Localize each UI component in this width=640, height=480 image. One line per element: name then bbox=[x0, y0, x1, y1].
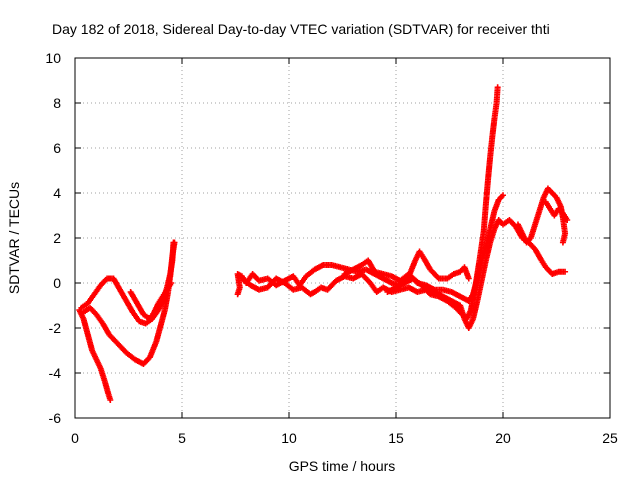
data-point bbox=[494, 86, 501, 92]
data-point bbox=[526, 236, 533, 243]
y-tick-label: 8 bbox=[53, 95, 61, 111]
data-point bbox=[465, 273, 472, 280]
y-tick-label: 10 bbox=[45, 50, 61, 66]
data-point bbox=[158, 295, 165, 302]
y-tick-label: 6 bbox=[53, 140, 61, 156]
data-point bbox=[560, 268, 567, 275]
data-point bbox=[387, 279, 394, 286]
data-point bbox=[419, 253, 426, 260]
chart-title: Day 182 of 2018, Sidereal Day-to-day VTE… bbox=[52, 21, 550, 37]
data-points bbox=[76, 84, 571, 403]
data-point bbox=[154, 301, 161, 308]
x-tick-label: 25 bbox=[602, 430, 618, 446]
data-point bbox=[157, 324, 164, 331]
data-point bbox=[469, 317, 476, 324]
data-point bbox=[357, 262, 364, 269]
y-tick-label: 0 bbox=[53, 275, 61, 291]
data-point bbox=[310, 289, 317, 296]
data-point bbox=[467, 308, 474, 315]
y-tick-label: -4 bbox=[49, 365, 62, 381]
x-tick-label: 20 bbox=[495, 430, 511, 446]
data-point bbox=[434, 293, 441, 300]
data-point bbox=[495, 198, 502, 205]
grid bbox=[75, 58, 610, 418]
data-point bbox=[547, 188, 554, 195]
data-point bbox=[537, 256, 544, 263]
data-point bbox=[387, 272, 394, 279]
data-point bbox=[84, 330, 91, 337]
data-point bbox=[150, 310, 157, 317]
y-axis-label: SDTVAR / TECUs bbox=[6, 182, 22, 294]
data-point bbox=[152, 340, 159, 347]
data-point bbox=[162, 288, 169, 295]
data-point bbox=[449, 272, 456, 279]
data-point bbox=[535, 209, 542, 216]
data-point bbox=[106, 395, 113, 402]
data-point bbox=[541, 262, 548, 269]
data-point bbox=[498, 193, 505, 200]
data-point bbox=[171, 241, 178, 248]
data-point bbox=[104, 388, 111, 395]
data-point bbox=[378, 270, 385, 277]
x-tick-label: 15 bbox=[388, 430, 404, 446]
data-point bbox=[167, 281, 174, 288]
x-tick-label: 5 bbox=[178, 430, 186, 446]
x-tick-label: 10 bbox=[281, 430, 297, 446]
data-point bbox=[335, 263, 342, 270]
data-point bbox=[442, 275, 449, 282]
data-point bbox=[557, 202, 564, 208]
data-point bbox=[96, 364, 103, 370]
data-point bbox=[411, 259, 418, 266]
data-point bbox=[546, 204, 553, 211]
y-tick-label: 4 bbox=[53, 185, 61, 201]
data-point bbox=[531, 223, 538, 230]
data-point bbox=[455, 269, 462, 276]
y-tick-label: -2 bbox=[49, 320, 62, 336]
data-point bbox=[446, 288, 453, 295]
y-tick-label: 2 bbox=[53, 230, 61, 246]
data-point bbox=[491, 209, 498, 216]
data-point bbox=[560, 237, 567, 244]
x-tick-label: 0 bbox=[71, 430, 79, 446]
data-point bbox=[101, 377, 108, 384]
y-tick-label: -6 bbox=[49, 410, 62, 426]
data-point bbox=[563, 215, 570, 222]
data-point bbox=[88, 345, 95, 352]
data-point bbox=[558, 208, 565, 215]
x-axis-label: GPS time / hours bbox=[289, 458, 396, 474]
data-point bbox=[79, 314, 86, 321]
axis-ticks: 0 5 10 15 20 25 -6 -4 -2 0 2 4 6 8 10 bbox=[45, 50, 618, 446]
